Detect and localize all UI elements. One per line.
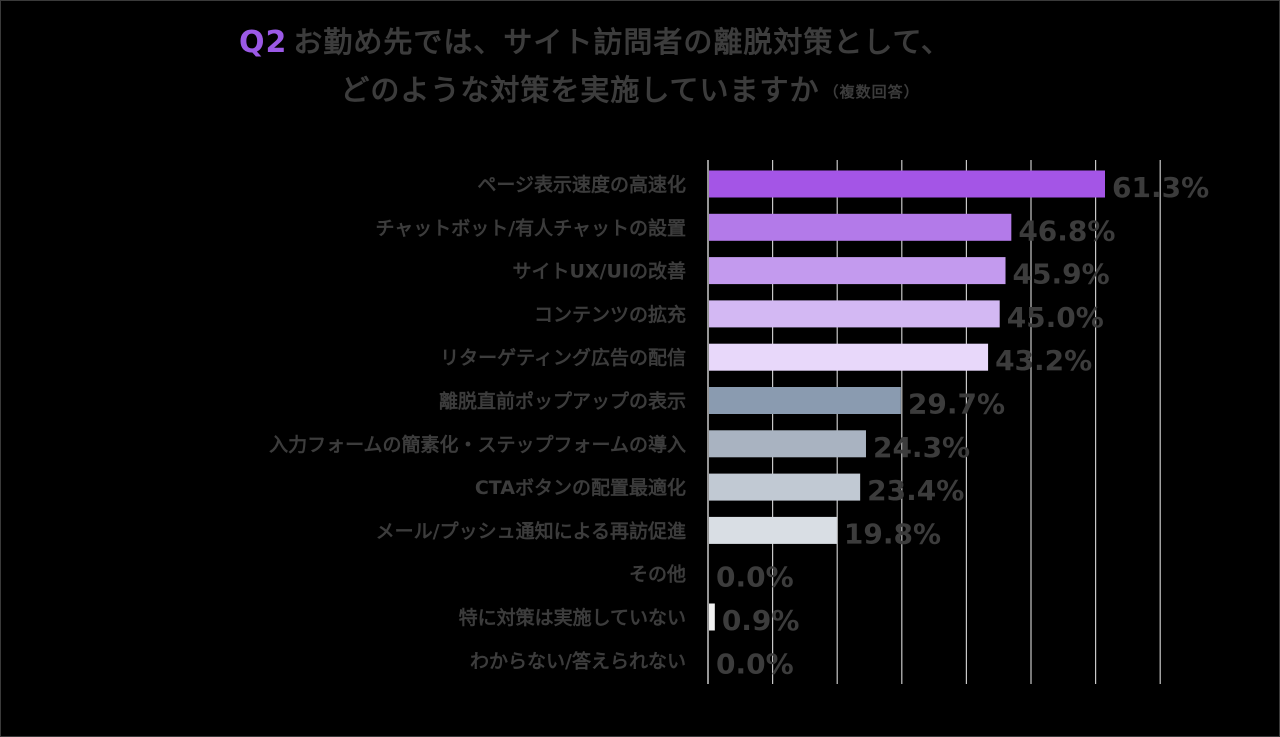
- value-label: 46.8%: [1018, 214, 1115, 247]
- category-label: ページ表示速度の高速化: [477, 173, 686, 196]
- category-label: わからない/答えられない: [470, 649, 686, 672]
- value-label: 45.9%: [1013, 258, 1110, 291]
- category-label: チャットボット/有人チャットの設置: [375, 216, 686, 239]
- title-text-2: どのような対策を実施していますか: [340, 73, 820, 107]
- bar: [709, 516, 837, 544]
- bar: [709, 257, 1006, 285]
- bar: [709, 170, 1105, 198]
- category-label: メール/プッシュ通知による再訪促進: [376, 519, 686, 542]
- category-label: CTAボタンの配置最適化: [475, 476, 686, 499]
- value-label: 23.4%: [867, 474, 964, 507]
- value-label: 24.3%: [873, 431, 970, 464]
- title-note: （複数回答）: [823, 83, 920, 101]
- value-label: 0.9%: [722, 604, 800, 637]
- bar: [709, 300, 1000, 328]
- title-line-1: Q2 お勤め先では、サイト訪問者の離脱対策として、: [0, 22, 1280, 63]
- question-number: Q2: [238, 25, 288, 60]
- category-label: 入力フォームの簡素化・ステップフォームの導入: [269, 433, 686, 456]
- category-label: 特に対策は実施していない: [459, 606, 686, 629]
- bar: [709, 213, 1012, 241]
- value-label: 0.0%: [716, 561, 794, 594]
- title-line-2: どのような対策を実施していますか （複数回答）: [0, 67, 1280, 115]
- value-label: 29.7%: [908, 388, 1005, 421]
- bar: [709, 387, 901, 414]
- title-text-1: お勤め先では、サイト訪問者の離脱対策として、: [293, 25, 952, 59]
- bar: [709, 430, 866, 458]
- chart-title: Q2 お勤め先では、サイト訪問者の離脱対策として、 どのような対策を実施しています…: [0, 22, 1280, 115]
- value-label: 45.0%: [1007, 301, 1104, 334]
- category-label: リターゲティング広告の配信: [440, 346, 686, 369]
- value-label: 19.8%: [844, 517, 941, 550]
- value-label: 61.3%: [1112, 171, 1209, 204]
- category-label: その他: [629, 563, 686, 586]
- value-label: 43.2%: [995, 344, 1092, 377]
- bar: [709, 473, 861, 501]
- bar: [709, 343, 989, 371]
- value-label: 0.0%: [716, 647, 794, 680]
- category-label: サイトUX/UIの改善: [512, 260, 686, 283]
- category-label: コンテンツの拡充: [534, 303, 686, 326]
- bar: [709, 603, 715, 631]
- category-label: 離脱直前ポップアップの表示: [439, 390, 686, 413]
